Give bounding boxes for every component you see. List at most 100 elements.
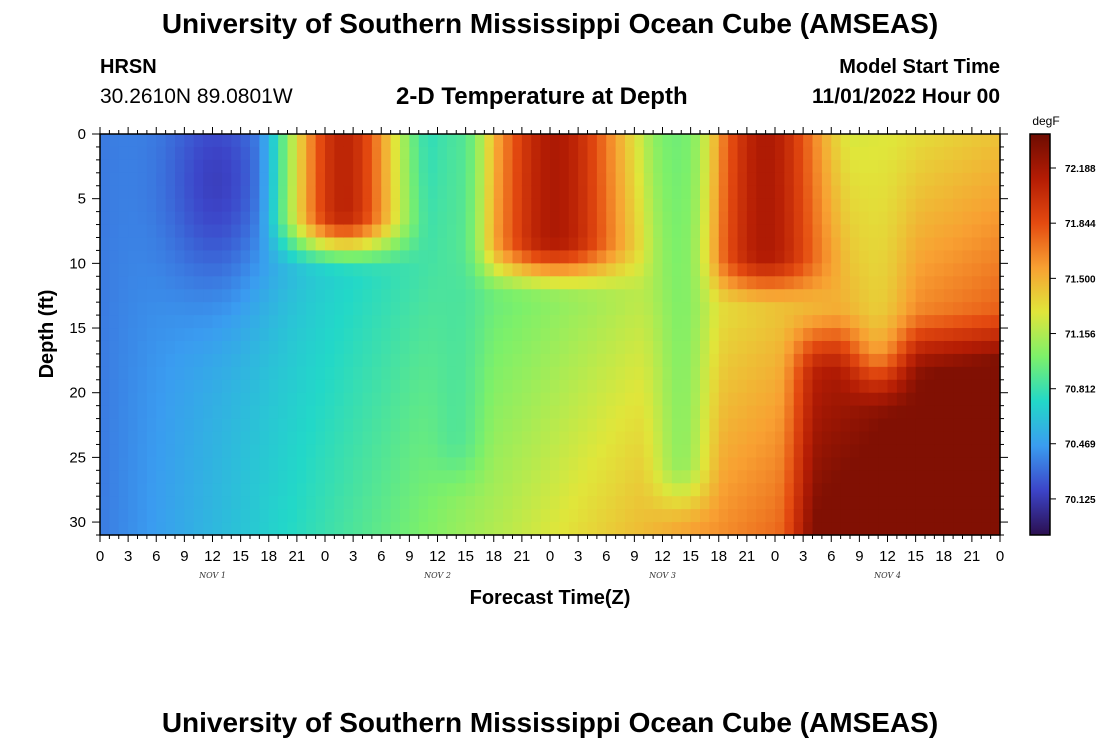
heatmap-cell xyxy=(896,198,907,213)
heatmap-cell xyxy=(446,457,457,471)
heatmap-cell xyxy=(559,224,570,239)
heatmap-cell xyxy=(184,496,195,510)
heatmap-cell xyxy=(606,315,617,329)
heatmap-cell xyxy=(118,302,129,316)
heatmap-cell xyxy=(296,159,307,174)
heatmap-cell xyxy=(184,405,195,420)
heatmap-cell xyxy=(840,457,851,471)
heatmap-cell xyxy=(971,198,982,213)
heatmap-cell xyxy=(746,134,757,148)
heatmap-cell xyxy=(465,444,476,458)
heatmap-cell xyxy=(746,146,757,161)
heatmap-cell xyxy=(681,509,692,523)
heatmap-cell xyxy=(671,250,682,264)
heatmap-cell xyxy=(278,315,289,329)
heatmap-cell xyxy=(915,522,926,536)
heatmap-cell xyxy=(690,470,701,484)
heatmap-cell xyxy=(887,224,898,239)
heatmap-cell xyxy=(878,496,889,510)
heatmap-cell xyxy=(953,483,964,497)
heatmap-cell xyxy=(971,457,982,471)
heatmap-cell xyxy=(137,237,148,252)
heatmap-cell xyxy=(559,302,570,316)
heatmap-cell xyxy=(746,392,757,407)
heatmap-cell xyxy=(559,146,570,161)
heatmap-cell xyxy=(343,276,354,290)
heatmap-cell xyxy=(484,431,495,446)
heatmap-cell xyxy=(381,340,392,355)
heatmap-cell xyxy=(400,250,410,264)
heatmap-cell xyxy=(296,340,307,355)
colorbar: degF 72.18871.84471.50071.15670.81270.46… xyxy=(1029,114,1096,536)
heatmap-cell xyxy=(512,146,523,161)
heatmap-cell xyxy=(390,522,401,536)
heatmap-cell xyxy=(878,340,889,355)
heatmap-cell xyxy=(625,522,635,536)
heatmap-cell xyxy=(278,224,289,239)
heatmap-cell xyxy=(550,302,560,316)
heatmap-cell xyxy=(615,146,626,161)
heatmap-cell xyxy=(606,522,617,536)
heatmap-cell xyxy=(953,302,964,316)
heatmap-cell xyxy=(896,366,907,381)
heatmap-cell xyxy=(906,457,917,471)
heatmap-cell xyxy=(484,289,495,303)
heatmap-cell xyxy=(981,250,992,264)
heatmap-cell xyxy=(400,392,410,407)
heatmap-cell xyxy=(606,483,617,497)
heatmap-cell xyxy=(193,134,204,148)
heatmap-cell xyxy=(409,366,420,381)
heatmap-cell xyxy=(812,198,823,213)
heatmap-cell xyxy=(128,315,139,329)
heatmap-cell xyxy=(503,250,514,264)
heatmap-cell xyxy=(118,134,129,148)
heatmap-cell xyxy=(971,392,982,407)
heatmap-cell xyxy=(934,224,945,239)
heatmap-cell xyxy=(700,353,710,368)
heatmap-cell xyxy=(118,146,129,161)
heatmap-cell xyxy=(981,431,992,446)
heatmap-cell xyxy=(437,457,448,471)
x-tick-label: 0 xyxy=(96,548,104,565)
heatmap-cell xyxy=(756,496,767,510)
heatmap-cell xyxy=(934,276,945,290)
heatmap-cell xyxy=(596,224,607,239)
heatmap-cell xyxy=(700,198,710,213)
heatmap-cell xyxy=(953,172,964,187)
heatmap-cell xyxy=(831,276,842,290)
heatmap-cell xyxy=(859,237,870,252)
heatmap-cell xyxy=(193,379,204,394)
heatmap-cell xyxy=(568,198,579,213)
heatmap-cell xyxy=(859,470,870,484)
heatmap-cell xyxy=(775,185,785,200)
heatmap-cell xyxy=(831,340,842,355)
x-tick-label: 21 xyxy=(514,548,531,565)
heatmap-cell xyxy=(568,470,579,484)
heatmap-cell xyxy=(915,185,926,200)
heatmap-cell xyxy=(493,483,504,497)
heatmap-cell xyxy=(821,457,832,471)
heatmap-cell xyxy=(550,418,560,433)
heatmap-cell xyxy=(165,405,176,420)
heatmap-cell xyxy=(775,366,785,381)
heatmap-cell xyxy=(268,457,279,471)
heatmap-cell xyxy=(221,457,232,471)
heatmap-cell xyxy=(362,159,373,174)
heatmap-cell xyxy=(784,237,795,252)
heatmap-cell xyxy=(250,263,260,277)
heatmap-cell xyxy=(756,418,767,433)
heatmap-cell xyxy=(868,509,879,523)
heatmap-cell xyxy=(840,185,851,200)
heatmap-cell xyxy=(100,146,110,161)
heatmap-cell xyxy=(381,289,392,303)
heatmap-cell xyxy=(756,263,767,277)
heatmap-cell xyxy=(718,444,729,458)
heatmap-cell xyxy=(531,366,542,381)
heatmap-cell xyxy=(953,134,964,148)
heatmap-cell xyxy=(362,276,373,290)
heatmap-cell xyxy=(184,237,195,252)
heatmap-cell xyxy=(484,237,495,252)
heatmap-cell xyxy=(334,470,345,484)
heatmap-cell xyxy=(793,250,804,264)
heatmap-cell xyxy=(690,237,701,252)
